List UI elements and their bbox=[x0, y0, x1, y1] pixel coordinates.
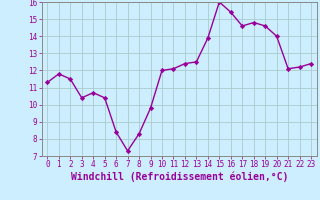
X-axis label: Windchill (Refroidissement éolien,°C): Windchill (Refroidissement éolien,°C) bbox=[70, 172, 288, 182]
